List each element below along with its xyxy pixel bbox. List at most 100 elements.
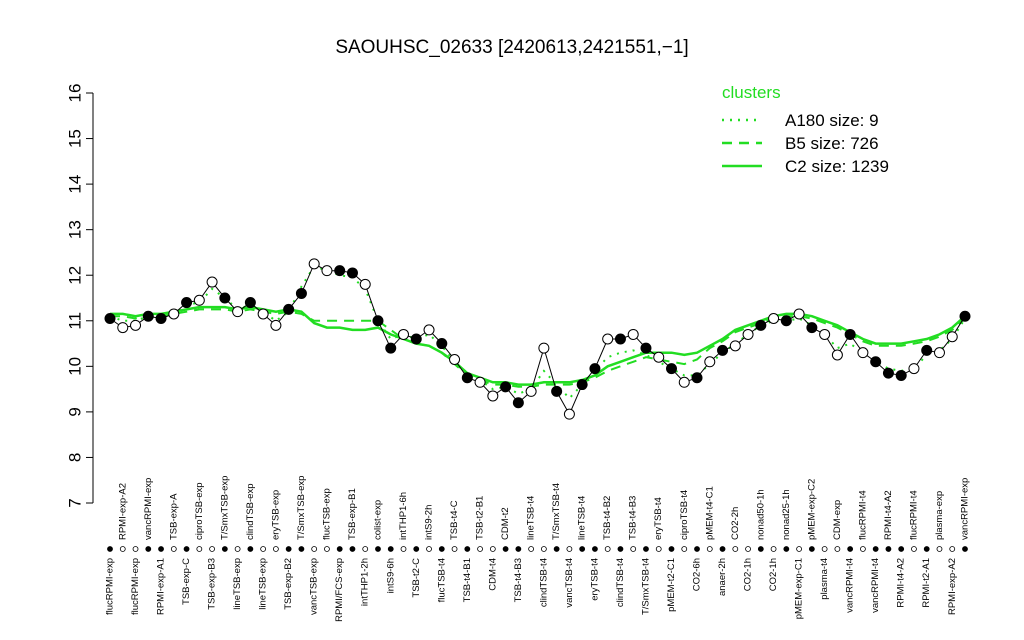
x-tick-label: anaer-2h: [717, 558, 728, 596]
point: [589, 363, 601, 375]
x-tick-label: TSB-exp-B2: [283, 558, 294, 610]
x-tick-label: TSB-t2-C: [411, 558, 422, 598]
sample-dot: [375, 546, 381, 552]
x-tick-label: RPMI-exp-A2: [947, 558, 958, 615]
x-tick-label: nonad50-1h: [755, 489, 766, 540]
sample-dot: [592, 546, 598, 552]
sample-dot: [732, 546, 739, 552]
point: [793, 308, 805, 320]
sample-dot: [949, 546, 956, 552]
sample-dot: [451, 546, 458, 552]
x-tick-label: vancRPMI-t4: [845, 558, 856, 613]
sample-dot: [247, 546, 254, 552]
x-tick-label: lineTSB-exp: [232, 558, 243, 610]
point: [270, 319, 282, 331]
x-tick-label: CDM-t4: [487, 558, 498, 591]
point: [181, 297, 193, 309]
point: [691, 372, 703, 384]
point: [614, 333, 626, 345]
point: [346, 267, 358, 279]
point: [551, 385, 563, 397]
point: [780, 315, 792, 327]
point: [882, 367, 894, 379]
point: [857, 347, 869, 359]
chart-title: SAOUHSC_02633 [2420613,2421551,−1]: [335, 37, 688, 58]
x-tick-label: TSB-exp-C: [181, 558, 192, 605]
point: [959, 310, 971, 322]
sample-dot: [540, 546, 547, 552]
sample-dot: [643, 546, 649, 552]
y-tick-label: 7: [65, 498, 84, 507]
sample-dot: [808, 546, 815, 552]
x-tick-label: T/SmxTSB-t4: [551, 483, 562, 540]
point: [168, 308, 180, 320]
point: [423, 324, 435, 336]
x-tick-label: RPMI-exp-A1: [156, 558, 167, 615]
x-tick-label: CO2-1h: [743, 558, 754, 591]
y-tick-label: 8: [65, 453, 84, 462]
point: [155, 313, 167, 324]
x-tick-label: pMEM-t2-C1: [666, 558, 677, 612]
point: [768, 313, 780, 324]
sample-dot: [770, 546, 777, 552]
point: [844, 328, 856, 340]
sample-dot: [413, 546, 420, 552]
sample-dot: [260, 546, 267, 552]
x-tick-label: flucRPMI-t4: [908, 490, 919, 540]
sample-dot: [362, 546, 369, 552]
point: [117, 322, 129, 334]
x-tick-label: TSB-t4-C: [449, 500, 460, 540]
sample-dot: [745, 546, 751, 552]
sample-dot: [579, 546, 586, 552]
point: [640, 342, 652, 354]
sample-dot: [604, 546, 611, 552]
cluster-line: [110, 308, 966, 388]
point: [819, 328, 831, 340]
x-tick-label: T/SmxTSB-t4: [640, 558, 651, 615]
sample-dot: [387, 546, 394, 552]
x-tick-label: TSB-exp-A: [168, 493, 179, 540]
sample-dot: [860, 546, 866, 552]
x-tick-label: lineTSB-t4: [577, 496, 588, 540]
point: [398, 328, 410, 340]
x-tick-label: lineTSB-t4: [526, 496, 537, 540]
point: [474, 376, 486, 388]
point: [627, 328, 639, 340]
x-tick-label: clindTSB-exp: [245, 484, 256, 541]
x-tick-label: flucRPMI-t4: [857, 490, 868, 540]
x-tick-label: RPMI-t4-A2: [883, 490, 894, 540]
sample-dot: [502, 546, 509, 552]
x-tick-label: flucRPMI-exp: [105, 558, 116, 615]
sample-dot: [719, 546, 726, 552]
point: [385, 342, 397, 354]
point: [308, 258, 320, 270]
x-tick-label: TSB-t4-B2: [602, 496, 613, 540]
y-tick-label: 16: [65, 84, 84, 103]
point: [946, 331, 958, 343]
x-tick-label: pMEM-exp-C1: [794, 558, 805, 619]
sample-dot: [757, 546, 764, 552]
point: [500, 381, 512, 393]
point: [142, 310, 154, 322]
x-tick-label: T/SmxTSB-exp: [296, 476, 307, 540]
legend-label: C2 size: 1239: [785, 157, 889, 176]
point: [895, 369, 907, 381]
point: [130, 319, 142, 331]
point: [104, 313, 116, 324]
x-tick-label: clindTSB-t4: [538, 558, 549, 607]
sample-dot: [119, 546, 126, 552]
point: [602, 333, 614, 345]
sample-dot: [783, 546, 790, 552]
sample-dot: [426, 546, 432, 552]
sample-dot: [183, 546, 190, 552]
point: [461, 372, 473, 384]
point: [538, 342, 550, 354]
point: [921, 344, 933, 356]
x-tick-label: CO2-6h: [692, 558, 703, 591]
legend-label: A180 size: 9: [785, 111, 879, 130]
sample-dot: [298, 546, 305, 552]
point: [908, 363, 920, 375]
sample-dot: [196, 546, 203, 552]
x-tick-label: plasma-exp: [934, 491, 945, 540]
x-tick-label: RPMI-t4-A2: [896, 558, 907, 608]
